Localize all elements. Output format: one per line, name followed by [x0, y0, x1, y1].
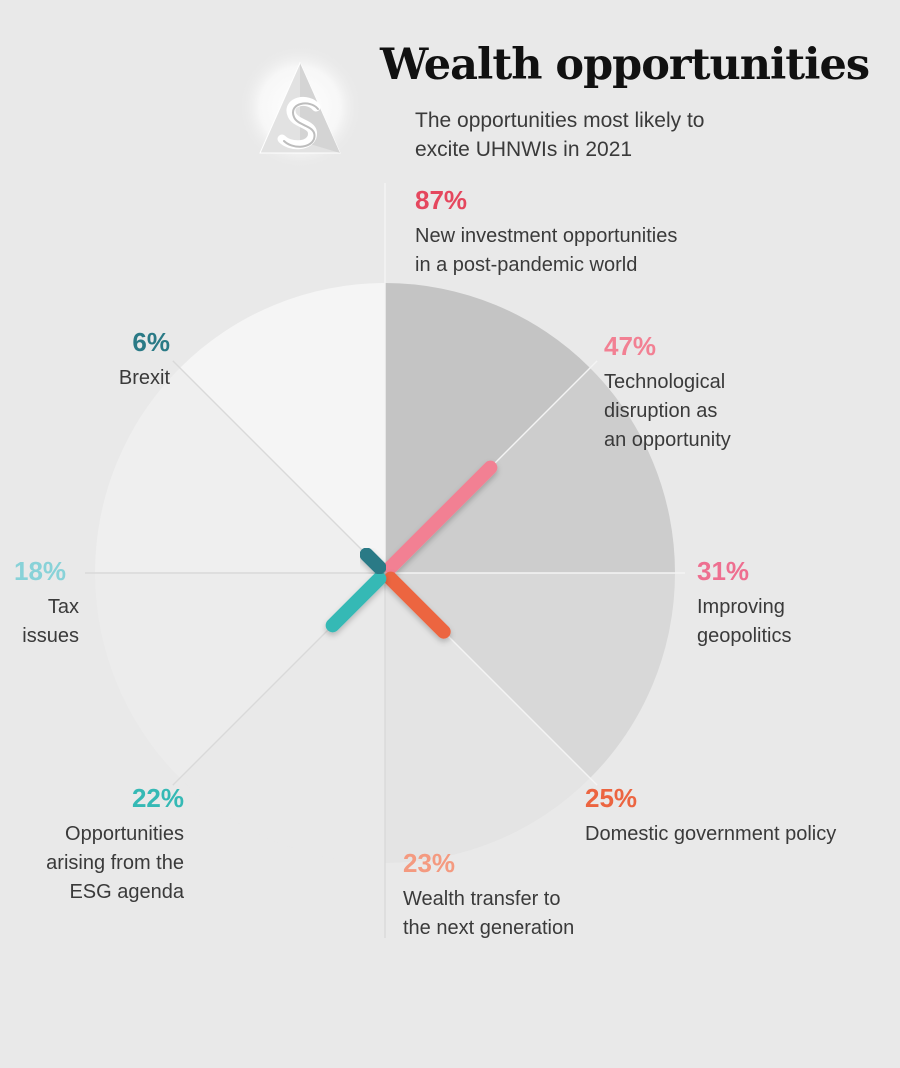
wedge-wealth-transfer	[179, 573, 385, 863]
label-brexit: 6% Brexit	[70, 327, 170, 393]
category-label-domestic-policy: Domestic government policy	[585, 823, 837, 845]
wedge-brexit	[179, 283, 385, 573]
category-label-esg: Opportunities arising from the ESG agend…	[46, 823, 184, 903]
wedge-domestic-policy	[385, 573, 591, 863]
label-tax: 18% Tax issues	[14, 556, 114, 651]
data-label-brexit: 6%	[132, 327, 170, 357]
chart-subtitle: The opportunities most likely to excite …	[415, 109, 705, 161]
label-new-investment: 87% New investment opportunities in a po…	[415, 185, 745, 280]
data-label-wealth-transfer: 23%	[403, 848, 456, 878]
category-label-geopolitics: Improving geopolitics	[697, 596, 792, 647]
data-label-new-investment: 87%	[415, 185, 468, 215]
category-label-tech-disruption: Technological disruption as an opportuni…	[604, 371, 731, 451]
bar-esg	[325, 571, 387, 633]
data-label-domestic-policy: 25%	[585, 783, 638, 813]
wedge-new-investment	[385, 283, 591, 573]
bar-domestic-policy	[383, 571, 451, 639]
category-label-brexit: Brexit	[118, 367, 170, 389]
data-label-esg: 22%	[131, 783, 184, 813]
data-label-tech-disruption: 47%	[604, 331, 657, 361]
wedge-geopolitics	[385, 573, 675, 779]
wedge-esg	[94, 573, 385, 779]
data-label-tax: 18%	[14, 556, 67, 586]
page-title: Wealth opportunities	[380, 40, 870, 90]
label-wealth-transfer: 23% Wealth transfer to the next generati…	[403, 848, 623, 943]
ascent-s-logo-icon	[238, 45, 362, 169]
separator-ray	[172, 360, 386, 574]
wedge-tech-disruption	[385, 367, 675, 573]
label-tech-disruption: 47% Technological disruption as an oppor…	[604, 331, 784, 455]
label-geopolitics: 31% Improving geopolitics	[697, 556, 857, 651]
category-label-tax: Tax issues	[22, 596, 79, 647]
category-label-new-investment: New investment opportunities in a post-p…	[415, 225, 678, 276]
category-label-wealth-transfer: Wealth transfer to the next generation	[403, 888, 575, 939]
label-domestic-policy: 25% Domestic government policy	[585, 783, 885, 849]
bar-tech-disruption	[383, 460, 498, 575]
wedge-tax	[95, 367, 385, 573]
data-label-geopolitics: 31%	[697, 556, 750, 586]
bar-brexit	[359, 547, 387, 575]
label-esg: 22% Opportunities arising from the ESG a…	[14, 783, 184, 907]
